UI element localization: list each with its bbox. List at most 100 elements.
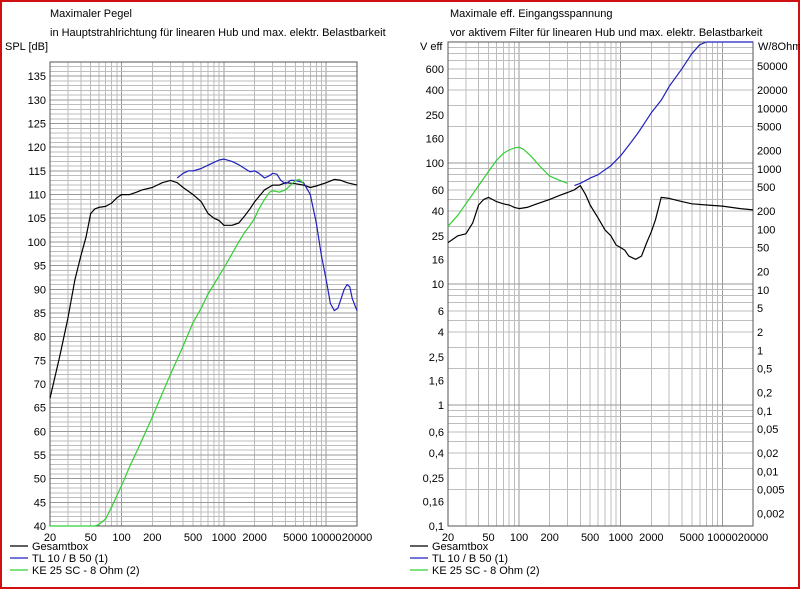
y-axis-label: SPL [dB]	[5, 41, 48, 53]
y2-tick-label: 20	[757, 267, 769, 279]
y-tick-label: 6	[438, 306, 444, 318]
y-tick-label: 110	[28, 190, 46, 202]
y-tick-label: 16	[432, 254, 444, 266]
y-tick-label: 250	[426, 110, 444, 122]
plot-area	[447, 41, 754, 527]
y2-tick-label: 0,1	[757, 406, 772, 418]
y-tick-label: 4	[438, 327, 444, 339]
y2-tick-label: 1000	[757, 164, 781, 176]
x-tick-label: 200	[540, 532, 558, 544]
y2-tick-label: 50000	[757, 61, 788, 73]
y2-tick-label: 2000	[757, 146, 781, 158]
chart-title: Maximale eff. Eingangsspannung	[450, 8, 612, 20]
y-tick-label: 75	[34, 355, 46, 367]
legend-label: TL 10 / B 50 (1)	[432, 553, 508, 565]
x-tick-label: 1000	[212, 532, 236, 544]
y2-tick-label: 1	[757, 345, 763, 357]
x-tick-label: 200	[143, 532, 161, 544]
x-tick-label: 500	[581, 532, 599, 544]
x-tick-label: 10000	[707, 532, 738, 544]
y2-tick-label: 0,05	[757, 424, 778, 436]
y-tick-label: 600	[426, 64, 444, 76]
y-tick-label: 40	[432, 206, 444, 218]
y-tick-label: 400	[426, 85, 444, 97]
y-tick-label: 25	[432, 231, 444, 243]
y2-tick-label: 0,005	[757, 485, 785, 497]
y-tick-label: 1	[438, 400, 444, 412]
y-tick-label: 50	[34, 474, 46, 486]
y2-tick-label: 5000	[757, 122, 781, 134]
y2-tick-label: 10000	[757, 103, 788, 115]
y-axis-label: V eff	[420, 41, 443, 53]
series-line-3	[447, 146, 568, 227]
y-tick-label: 160	[426, 133, 444, 145]
x-tick-label: 50	[85, 532, 97, 544]
y-tick-label: 100	[28, 237, 46, 249]
y-tick-label: 80	[34, 332, 46, 344]
y-tick-label: 40	[34, 521, 46, 533]
legend-label: KE 25 SC - 8 Ohm (2)	[432, 565, 540, 577]
x-tick-label: 20000	[738, 532, 769, 544]
y-tick-label: 100	[426, 158, 444, 170]
x-tick-label: 500	[184, 532, 202, 544]
y2-tick-label: 0,02	[757, 448, 778, 460]
y2-tick-label: 500	[757, 182, 775, 194]
x-tick-label: 5000	[680, 532, 704, 544]
y-tick-label: 0,25	[423, 473, 444, 485]
y2-tick-label: 50	[757, 243, 769, 255]
y2-axis-label: W/8Ohm	[758, 41, 800, 53]
y-tick-label: 120	[28, 142, 46, 154]
x-tick-label: 100	[510, 532, 528, 544]
series-line-2	[574, 41, 753, 187]
legend-label: Gesamtbox	[432, 541, 489, 553]
y-tick-label: 65	[34, 403, 46, 415]
y-tick-label: 130	[28, 95, 46, 107]
legend-label: TL 10 / B 50 (1)	[32, 553, 108, 565]
y-tick-label: 60	[34, 426, 46, 438]
x-tick-label: 2000	[242, 532, 266, 544]
series-line-1	[447, 185, 754, 260]
x-tick-label: 100	[112, 532, 130, 544]
x-tick-label: 20	[442, 532, 454, 544]
plot-area	[49, 61, 358, 527]
series-line-2	[176, 158, 358, 312]
y-tick-label: 60	[432, 185, 444, 197]
y2-tick-label: 0,002	[757, 509, 785, 521]
chart-subtitle: vor aktivem Filter für linearen Hub und …	[450, 27, 762, 39]
x-tick-label: 10000	[311, 532, 342, 544]
legend-label: Gesamtbox	[32, 541, 89, 553]
y-tick-label: 0,6	[429, 427, 444, 439]
y-tick-label: 45	[34, 497, 46, 509]
y-tick-label: 0,16	[423, 496, 444, 508]
y-tick-label: 2,5	[429, 352, 444, 364]
y-tick-label: 95	[34, 261, 46, 273]
y2-tick-label: 0,5	[757, 364, 772, 376]
chart-subtitle: in Hauptstrahlrichtung für linearen Hub …	[50, 27, 386, 39]
legend-label: KE 25 SC - 8 Ohm (2)	[32, 565, 140, 577]
y2-tick-label: 20000	[757, 85, 788, 97]
x-tick-label: 5000	[283, 532, 307, 544]
y-tick-label: 115	[28, 166, 46, 178]
y-tick-label: 105	[28, 213, 46, 225]
y2-tick-label: 2	[757, 327, 763, 339]
y2-tick-label: 200	[757, 206, 775, 218]
y-tick-label: 1,6	[429, 375, 444, 387]
y2-tick-label: 5	[757, 303, 763, 315]
y2-tick-label: 0,2	[757, 388, 772, 400]
chart-title: Maximaler Pegel	[50, 8, 132, 20]
y2-tick-label: 100	[757, 224, 775, 236]
y-tick-label: 0,1	[429, 521, 444, 533]
y-tick-label: 135	[28, 71, 46, 83]
series-line-3	[50, 178, 304, 527]
y-tick-label: 0,4	[429, 448, 444, 460]
x-tick-label: 20	[44, 532, 56, 544]
y-tick-label: 10	[432, 279, 444, 291]
y-tick-label: 55	[34, 450, 46, 462]
y-tick-label: 85	[34, 308, 46, 320]
x-tick-label: 50	[482, 532, 494, 544]
x-tick-label: 20000	[342, 532, 373, 544]
series-line-1	[49, 178, 358, 399]
y-tick-label: 90	[34, 284, 46, 296]
